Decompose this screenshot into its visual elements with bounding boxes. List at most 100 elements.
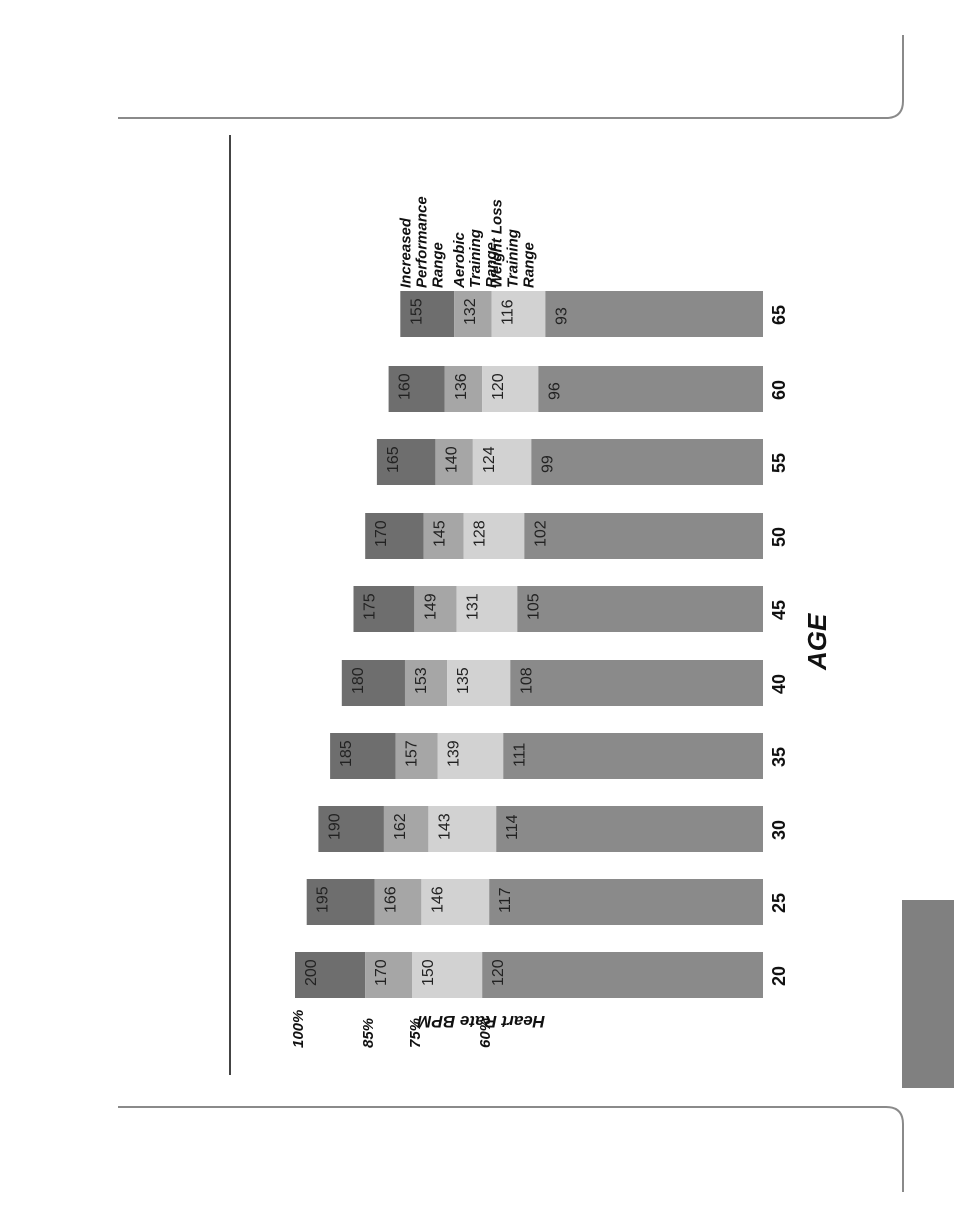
percent-tick-label: 75% bbox=[407, 1018, 424, 1048]
bar-segment bbox=[388, 366, 445, 412]
bar-segment bbox=[496, 806, 763, 852]
age-tick-label: 45 bbox=[769, 600, 789, 620]
bar-value-label: 132 bbox=[462, 298, 479, 325]
age-tick-label: 40 bbox=[769, 674, 789, 694]
legend-item: IncreasedPerformanceRange bbox=[397, 196, 446, 288]
percent-ticks: 100% 85% 75% 60% bbox=[290, 1010, 494, 1048]
bar-value-label: 131 bbox=[464, 593, 481, 620]
top-rule bbox=[118, 35, 904, 119]
bar-value-label: 160 bbox=[397, 373, 414, 400]
bar-segment bbox=[306, 879, 375, 925]
bar-value-label: 99 bbox=[539, 455, 556, 473]
bar-value-label: 108 bbox=[518, 667, 535, 694]
bar-segment bbox=[428, 806, 497, 852]
bar-segment bbox=[437, 733, 504, 779]
bar-value-label: 139 bbox=[446, 740, 463, 767]
bar-value-label: 143 bbox=[436, 813, 453, 840]
bar-value-label: 175 bbox=[362, 593, 379, 620]
bar-segment bbox=[412, 952, 483, 998]
bar-value-label: 180 bbox=[350, 667, 367, 694]
bar-segment bbox=[454, 291, 492, 337]
bar-value-label: 124 bbox=[481, 446, 498, 473]
bar-value-label: 157 bbox=[404, 740, 421, 767]
bar-value-label: 146 bbox=[429, 886, 446, 913]
age-tick-label: 30 bbox=[769, 820, 789, 840]
bar-segment bbox=[545, 291, 763, 337]
bar-value-label: 140 bbox=[443, 446, 460, 473]
bar-segment bbox=[463, 513, 525, 559]
bar-segment bbox=[376, 439, 436, 485]
bar-segment bbox=[295, 952, 366, 998]
age-ticks: 20 25 30 35 40 45 50 55 60 65 bbox=[769, 305, 789, 986]
bar-segment bbox=[503, 733, 763, 779]
bar-segment bbox=[318, 806, 384, 852]
bar-segment bbox=[491, 291, 546, 337]
bar-segment bbox=[482, 366, 539, 412]
legend-label: AerobicTrainingRange bbox=[451, 229, 500, 289]
bar-value-label: 120 bbox=[490, 373, 507, 400]
bar-value-label: 105 bbox=[525, 593, 542, 620]
bar-segment bbox=[365, 513, 424, 559]
bar-value-label: 136 bbox=[453, 373, 470, 400]
age-tick-label: 25 bbox=[769, 893, 789, 913]
bar-segment bbox=[414, 586, 457, 632]
bar-segment bbox=[489, 879, 763, 925]
bar-segment bbox=[404, 660, 448, 706]
bar-value-label: 114 bbox=[504, 814, 521, 840]
percent-tick-label: 60% bbox=[477, 1018, 494, 1048]
bar-segment bbox=[383, 806, 429, 852]
bar-segment bbox=[517, 586, 763, 632]
bar-value-label: 165 bbox=[385, 446, 402, 473]
bar-value-label: 96 bbox=[546, 382, 563, 400]
bar-segment bbox=[447, 660, 511, 706]
bar-segment bbox=[538, 366, 763, 412]
age-tick-label: 20 bbox=[769, 966, 789, 986]
bar-value-label: 153 bbox=[413, 667, 430, 694]
bar-segment bbox=[395, 733, 438, 779]
bar-value-label: 145 bbox=[432, 520, 449, 547]
bar-segment bbox=[365, 952, 412, 998]
bar-segment bbox=[423, 513, 464, 559]
age-tick-label: 65 bbox=[769, 305, 789, 325]
percent-tick-label: 85% bbox=[360, 1018, 377, 1048]
legend-item: AerobicTrainingRange bbox=[451, 229, 500, 289]
bar-segment bbox=[353, 586, 415, 632]
y-axis-title: Heart Rate BPM bbox=[417, 1012, 545, 1031]
bar-value-label: 162 bbox=[392, 813, 409, 840]
bar-value-label: 150 bbox=[420, 959, 437, 986]
bar-value-label: 120 bbox=[490, 959, 507, 986]
legend-label: IncreasedPerformanceRange bbox=[397, 196, 446, 288]
bar-value-label: 111 bbox=[511, 743, 528, 767]
bar-segment bbox=[456, 586, 518, 632]
bar-segment bbox=[374, 879, 422, 925]
bar-value-label: 116 bbox=[500, 299, 517, 325]
bar-segment bbox=[472, 439, 532, 485]
bar-value-label: 166 bbox=[383, 886, 400, 913]
bar-value-label: 170 bbox=[373, 520, 390, 547]
bar-value-label: 135 bbox=[455, 667, 472, 694]
bar-segment bbox=[531, 439, 763, 485]
bar-value-label: 102 bbox=[532, 520, 549, 547]
bar-segment bbox=[400, 291, 455, 337]
bar-value-label: 93 bbox=[553, 307, 570, 325]
bar-segment bbox=[421, 879, 490, 925]
bar-segment bbox=[444, 366, 483, 412]
bottom-rule bbox=[118, 1106, 904, 1192]
bar-value-label: 155 bbox=[408, 298, 425, 325]
bar-value-label: 117 bbox=[497, 887, 514, 913]
bar-segment bbox=[435, 439, 473, 485]
age-tick-label: 35 bbox=[769, 747, 789, 767]
age-tick-label: 60 bbox=[769, 380, 789, 400]
bar-segment bbox=[510, 660, 763, 706]
bars-group: 200 170 150 120 195 166 146 117 190 162 143 114 185 1… bbox=[295, 291, 763, 998]
bar-value-label: 149 bbox=[422, 593, 439, 620]
bar-segment bbox=[341, 660, 405, 706]
section-tab bbox=[902, 900, 954, 1088]
percent-tick-label: 100% bbox=[290, 1010, 307, 1048]
bar-value-label: 170 bbox=[373, 959, 390, 986]
age-tick-label: 50 bbox=[769, 527, 789, 547]
x-axis-title: AGE bbox=[802, 613, 832, 671]
bar-value-label: 195 bbox=[315, 886, 332, 913]
